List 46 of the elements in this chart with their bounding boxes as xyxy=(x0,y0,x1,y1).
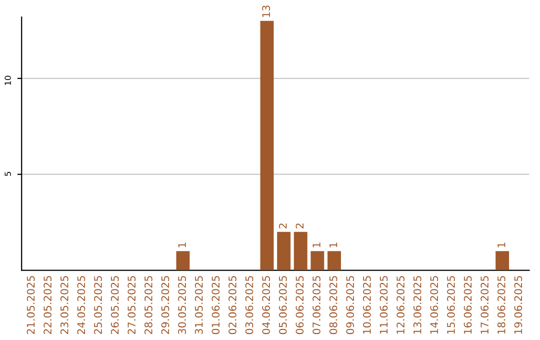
bar xyxy=(294,232,308,270)
x-tick-label: 12.06.2025 xyxy=(396,276,404,334)
bar xyxy=(277,232,291,270)
x-tick-label: 06.06.2025 xyxy=(296,276,304,334)
x-tick-label: 14.06.2025 xyxy=(430,276,438,334)
x-tick-label: 26.05.2025 xyxy=(110,276,119,334)
x-tick-label: 19.06.2025 xyxy=(514,276,522,334)
x-tick-label: 13.06.2025 xyxy=(413,276,422,334)
x-tick-label: 05.06.2025 xyxy=(278,276,287,334)
x-tick-label: 31.05.2025 xyxy=(194,276,203,334)
x-tick-label: 04.06.2025 xyxy=(262,276,270,334)
x-tick-label: 08.06.2025 xyxy=(329,276,338,334)
x-tick-label: 25.05.2025 xyxy=(94,276,102,334)
data-label: 1 xyxy=(498,242,506,248)
x-tick-label: 21.05.2025 xyxy=(26,276,35,334)
x-tick-label: 27.05.2025 xyxy=(128,276,136,334)
x-tick-label: 09.06.2025 xyxy=(346,276,354,334)
data-label: 13 xyxy=(262,6,270,17)
y-tick-label: 5 xyxy=(4,172,11,176)
data-label: 2 xyxy=(278,224,287,228)
x-tick-label: 10.06.2025 xyxy=(362,276,371,334)
x-tick-label: 16.06.2025 xyxy=(464,276,472,334)
bar xyxy=(310,251,324,270)
x-tick-label: 24.05.2025 xyxy=(77,276,86,334)
bar xyxy=(496,251,510,270)
data-label: 1 xyxy=(330,242,338,248)
data-label: 1 xyxy=(178,242,186,248)
x-tick-label: 17.06.2025 xyxy=(480,276,489,334)
x-tick-label: 02.06.2025 xyxy=(228,276,236,334)
bar xyxy=(260,20,274,270)
x-tick-label: 01.06.2025 xyxy=(212,276,220,334)
data-label: 2 xyxy=(296,224,304,228)
x-tick-label: 03.06.2025 xyxy=(245,276,254,334)
bar xyxy=(176,251,190,270)
x-tick-label: 23.05.2025 xyxy=(60,276,68,334)
data-label: 1 xyxy=(312,242,320,248)
x-tick-label: 28.05.2025 xyxy=(144,276,152,334)
x-tick-label: 07.06.2025 xyxy=(312,276,320,334)
x-tick-label: 15.06.2025 xyxy=(447,276,455,334)
bar xyxy=(328,251,341,270)
x-tick-label: 18.06.2025 xyxy=(497,276,506,334)
y-tick-label: 10 xyxy=(4,76,11,85)
x-tick-label: 22.05.2025 xyxy=(44,276,52,334)
x-tick-label: 29.05.2025 xyxy=(161,276,170,334)
x-tick-label: 11.06.2025 xyxy=(380,276,388,334)
x-tick-label: 30.05.2025 xyxy=(178,276,186,334)
